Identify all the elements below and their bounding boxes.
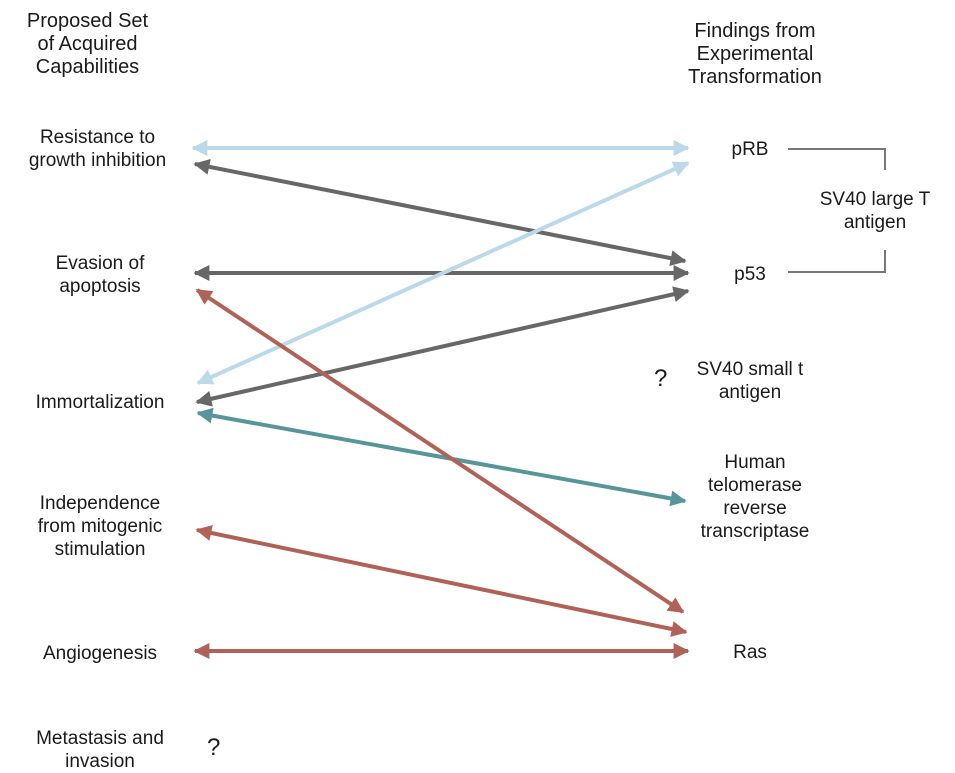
capability-evasion-of-apoptosis: Evasion of apoptosis (55, 253, 145, 297)
capability-independence-from-mitogenic-stimulation: Independence from mitogenic stimulation (37, 493, 163, 560)
capability-metastasis-and-invasion: Metastasis and invasion (36, 728, 164, 772)
capabilities-header: Proposed Set of Acquired Capabilities (26, 10, 149, 78)
arrow-immortalization-p53 (195, 286, 690, 407)
capability-resistance-to-growth-inhibition: Resistance to growth inhibition (28, 127, 167, 171)
arrow-immortalization-htert (196, 407, 687, 507)
bracket-sv40-large-t-antigen: SV40 large T antigen (819, 189, 931, 233)
finding-p53: p53 (734, 264, 766, 285)
arrow-independence-ras (195, 525, 688, 637)
capability-angiogenesis: Angiogenesis (42, 643, 158, 664)
finding-sv40-small-t-antigen: SV40 small t antigen (696, 359, 804, 403)
findings-header: Findings from Experimental Transformatio… (688, 20, 822, 88)
finding-ras: Ras (733, 642, 767, 663)
metastasis-unknown-mark: ? (207, 734, 221, 761)
arrow-evasion-ras (195, 288, 685, 614)
finding-prb: pRB (731, 139, 769, 160)
capability-immortalization: Immortalization (35, 392, 165, 413)
large-t-bracket (788, 148, 886, 273)
finding-human-telomerase-reverse-transcriptase: Human telomerase reverse transcriptase (700, 452, 810, 542)
arrow-resistance-p53 (193, 158, 687, 267)
